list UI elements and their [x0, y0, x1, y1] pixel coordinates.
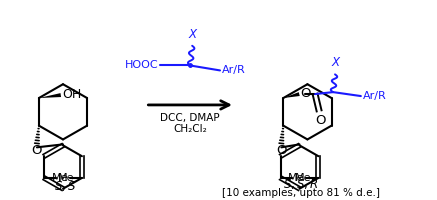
Polygon shape — [39, 93, 61, 98]
Text: X: X — [188, 28, 196, 41]
Text: Me: Me — [288, 173, 305, 183]
Text: Ar/R: Ar/R — [222, 65, 246, 75]
Text: [10 examples, upto 81 % d.e.]: [10 examples, upto 81 % d.e.] — [222, 188, 381, 198]
Text: Me: Me — [58, 173, 74, 183]
Text: DCC, DMAP: DCC, DMAP — [160, 113, 220, 123]
Text: O: O — [315, 114, 326, 127]
Text: O: O — [31, 144, 42, 157]
Text: Me: Me — [52, 173, 68, 183]
Text: CH₂Cl₂: CH₂Cl₂ — [173, 124, 207, 134]
Text: HOOC: HOOC — [125, 60, 158, 70]
Text: $S,S,R$: $S,S,R$ — [284, 177, 319, 191]
Text: O: O — [300, 87, 311, 100]
Text: Me: Me — [295, 173, 311, 183]
Text: O: O — [276, 144, 287, 157]
Text: OH: OH — [62, 88, 81, 101]
Text: X: X — [331, 56, 339, 69]
Text: Ar/R: Ar/R — [363, 91, 387, 101]
Text: $S,S$: $S,S$ — [54, 179, 76, 193]
Polygon shape — [283, 92, 300, 98]
